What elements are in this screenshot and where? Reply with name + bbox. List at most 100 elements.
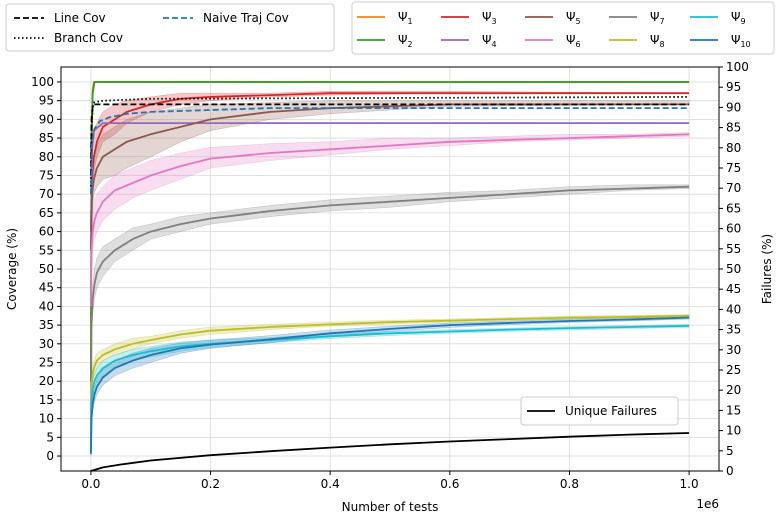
x-tick-label: 1.0: [680, 477, 699, 491]
legend-label-symbol: Ψ: [566, 10, 575, 24]
legend-coverage: Line Cov Naive Traj Cov Branch Cov: [5, 3, 335, 52]
left-y-tick-label: 95: [39, 94, 54, 108]
legend-label: Unique Failures: [565, 404, 657, 418]
x-tick-label: 0.6: [440, 477, 459, 491]
legend-label-subscript: 1: [407, 17, 412, 26]
series-line-ψ6: [90, 133, 690, 307]
left-y-tick-label: 85: [39, 131, 54, 145]
legend-label-symbol: Ψ: [650, 33, 659, 47]
legend-label-subscript: 9: [740, 17, 745, 26]
left-y-tick-label: 15: [39, 393, 54, 407]
left-y-tick-label: 20: [39, 374, 54, 388]
legend-label: Line Cov: [54, 11, 106, 25]
left-y-axis-ticks: 0 5 10 15 20 25 30 35 40 45 50 55 60 65 70 75 80 85 90 95 10…: [31, 75, 61, 463]
legend-label-symbol: Ψ: [482, 33, 491, 47]
left-y-tick-label: 50: [39, 262, 54, 276]
right-y-tick-label: 15: [726, 403, 741, 417]
legend-label-symbol: Ψ: [650, 10, 659, 24]
left-y-tick-label: 30: [39, 337, 54, 351]
right-y-axis-ticks: 0 5 10 15 20 25 30 35 40 45 50 55 60 65 70 75 80 85 90 95 10…: [719, 60, 749, 478]
series-line-ψ5: [90, 103, 690, 251]
left-y-tick-label: 75: [39, 168, 54, 182]
legend-label: Ψ4: [482, 33, 497, 49]
legend-label-subscript: 2: [407, 40, 412, 49]
left-y-tick-label: 55: [39, 243, 54, 257]
right-y-tick-label: 85: [726, 121, 741, 135]
band-ψ7: [90, 184, 690, 445]
x-tick-label: 0.8: [560, 477, 579, 491]
band-ψ5: [90, 100, 690, 270]
legend-label-subscript: 8: [659, 40, 664, 49]
legend-label: Ψ10: [731, 33, 751, 49]
legend-label: Ψ9: [731, 10, 746, 26]
x-axis-label: Number of tests: [342, 500, 439, 514]
right-y-tick-label: 95: [726, 80, 741, 94]
legend-label-symbol: Ψ: [398, 10, 407, 24]
legend-label-subscript: 5: [575, 17, 580, 26]
right-y-tick-label: 0: [726, 464, 734, 478]
legend-label: Ψ5: [566, 10, 581, 26]
right-y-tick-label: 5: [726, 444, 734, 458]
left-y-tick-label: 70: [39, 187, 54, 201]
x-axis-ticks: 0.0 0.2 0.4 0.6 0.8 1.0: [81, 471, 699, 491]
legend-label: Ψ6: [566, 33, 581, 49]
right-y-tick-label: 90: [726, 100, 741, 114]
legend-label-subscript: 4: [491, 40, 496, 49]
right-y-axis-label: Failures (%): [760, 234, 774, 304]
legend-label: Ψ3: [482, 10, 497, 26]
left-y-axis-label: Coverage (%): [5, 228, 19, 310]
right-y-tick-label: 65: [726, 201, 741, 215]
legend-label-symbol: Ψ: [482, 10, 491, 24]
right-y-tick-label: 45: [726, 282, 741, 296]
right-y-tick-label: 25: [726, 363, 741, 377]
left-y-tick-label: 65: [39, 206, 54, 220]
right-y-tick-label: 20: [726, 383, 741, 397]
x-tick-label: 0.2: [201, 477, 220, 491]
legend-label-symbol: Ψ: [566, 33, 575, 47]
series-line-branch-cov: [90, 96, 690, 187]
right-y-tick-label: 80: [726, 141, 741, 155]
confidence-bands: [90, 91, 690, 457]
right-y-tick-label: 30: [726, 343, 741, 357]
series-line-ψ3: [90, 92, 690, 232]
x-tick-label: 0.4: [321, 477, 340, 491]
legend-label-subscript: 6: [575, 40, 580, 49]
left-y-tick-label: 10: [39, 412, 54, 426]
legend-failures: Unique Failures: [520, 396, 679, 426]
legend-label-symbol: Ψ: [398, 33, 407, 47]
left-y-tick-label: 60: [39, 225, 54, 239]
series-line-ψ10: [90, 316, 690, 455]
series-line-ψ9: [90, 325, 690, 453]
right-y-tick-label: 60: [726, 222, 741, 236]
left-y-tick-label: 80: [39, 150, 54, 164]
right-y-tick-label: 75: [726, 161, 741, 175]
right-y-tick-label: 70: [726, 181, 741, 195]
right-y-tick-label: 35: [726, 323, 741, 337]
legend-label: Ψ8: [650, 33, 665, 49]
legend-label-symbol: Ψ: [731, 10, 740, 24]
legend-label: Branch Cov: [54, 31, 123, 45]
band-ψ9: [90, 324, 690, 455]
series-line-naive-traj-cov: [90, 107, 690, 195]
series-line-ψ7: [90, 185, 690, 438]
right-y-tick-label: 50: [726, 262, 741, 276]
legend-label-subscript: 7: [659, 17, 664, 26]
legend-label-subscript: 10: [740, 40, 750, 49]
band-ψ6: [90, 132, 690, 326]
series-line-unique-failures: [90, 432, 690, 472]
series-line-ψ8: [90, 314, 690, 449]
legend-label: Ψ7: [650, 10, 665, 26]
left-y-tick-label: 90: [39, 112, 54, 126]
left-y-tick-label: 25: [39, 356, 54, 370]
series-line-line-cov: [90, 103, 690, 176]
legend-label-subscript: 3: [491, 17, 496, 26]
right-y-tick-label: 40: [726, 302, 741, 316]
x-tick-label: 0.0: [81, 477, 100, 491]
left-y-tick-label: 100: [31, 75, 54, 89]
left-y-tick-label: 5: [46, 430, 54, 444]
left-y-tick-label: 45: [39, 281, 54, 295]
x-offset-label: 1e6: [696, 497, 719, 511]
right-y-tick-label: 55: [726, 242, 741, 256]
